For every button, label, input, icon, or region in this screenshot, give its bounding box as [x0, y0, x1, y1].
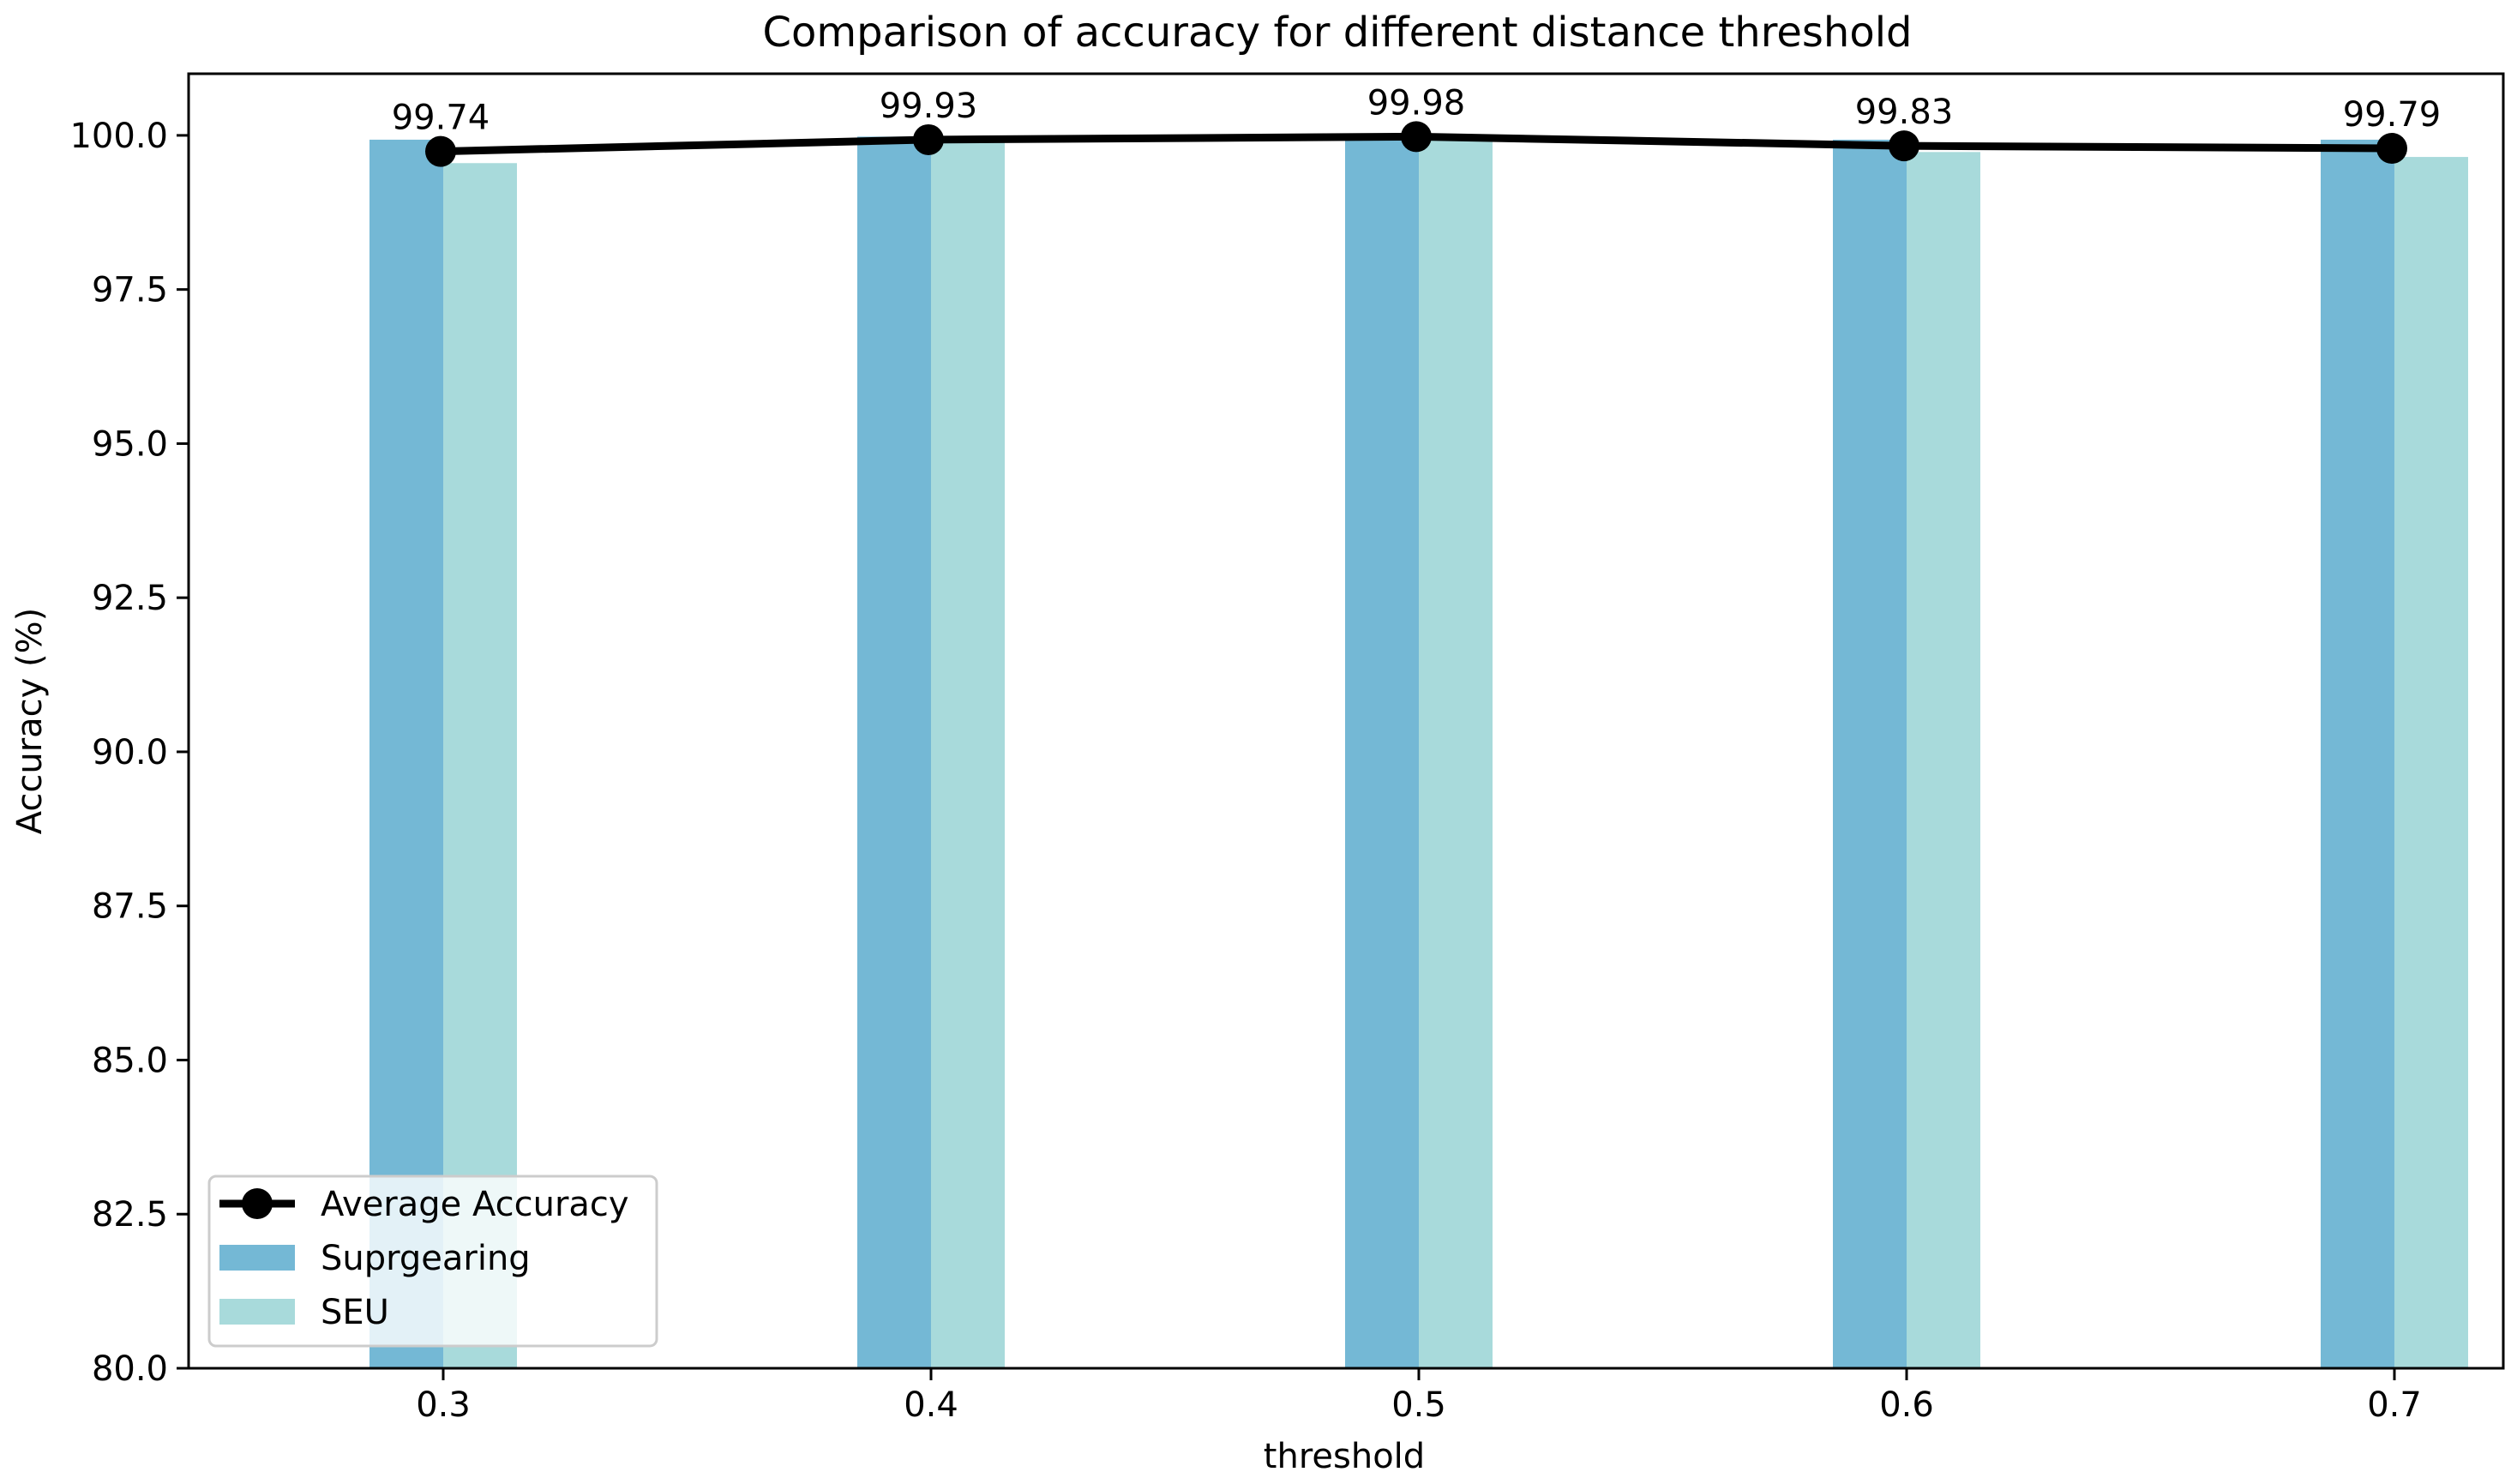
- x-tick-label-0.3: 0.3: [416, 1385, 471, 1425]
- bar-suprgearing-0.5: [1345, 135, 1419, 1368]
- bar-suprgearing-0.7: [2321, 139, 2394, 1368]
- y-tick-label-85.0: 85.0: [92, 1041, 168, 1080]
- average-accuracy-point-0.3: [425, 135, 456, 167]
- data-label-0.3: 99.74: [392, 99, 490, 138]
- bar-layer: [369, 135, 2468, 1369]
- average-accuracy-point-0.5: [1401, 121, 1432, 153]
- y-tick-label-97.5: 97.5: [92, 271, 168, 310]
- chart-title: Comparison of accuracy for different dis…: [762, 9, 1912, 57]
- bar-suprgearing-0.4: [857, 136, 931, 1368]
- data-label-0.4: 99.93: [880, 87, 978, 126]
- legend-label-suprgearing: Suprgearing: [321, 1239, 531, 1278]
- legend-marker-swatch: [242, 1188, 273, 1219]
- x-tick-label-0.7: 0.7: [2367, 1385, 2422, 1425]
- y-axis: 80.0 82.5 85.0 87.5 90.0 92.5 95.0 97.5 100.0: [69, 117, 189, 1389]
- legend-swatch-seu: [219, 1299, 295, 1325]
- legend-swatch-suprgearing: [219, 1245, 295, 1271]
- data-label-0.6: 99.83: [1855, 93, 1954, 132]
- average-accuracy-point-0.7: [2376, 133, 2407, 165]
- point-label-layer: 99.74 99.93 99.98 99.83 99.79: [392, 83, 2442, 137]
- average-line-layer: [425, 121, 2407, 167]
- y-tick-label-87.5: 87.5: [92, 887, 168, 927]
- y-axis-label: Accuracy (%): [10, 608, 50, 835]
- plot-frame: [187, 72, 2505, 1370]
- bar-seu-0.3: [443, 163, 517, 1368]
- y-tick-label-92.5: 92.5: [92, 579, 168, 618]
- average-accuracy-point-0.4: [913, 123, 944, 155]
- average-accuracy-point-0.6: [1889, 130, 1919, 162]
- legend-box: [207, 1175, 658, 1348]
- bar-seu-0.4: [931, 142, 1005, 1369]
- y-tick-label-80.0: 80.0: [92, 1349, 168, 1389]
- bar-seu-0.6: [1907, 152, 1980, 1368]
- bar-seu-0.5: [1419, 137, 1493, 1368]
- x-tick-label-0.4: 0.4: [904, 1385, 958, 1425]
- bar-seu-0.7: [2394, 157, 2468, 1369]
- legend: Average Accuracy Suprgearing SEU: [207, 1175, 658, 1348]
- y-tick-label-82.5: 82.5: [92, 1195, 168, 1235]
- y-tick-label-100.0: 100.0: [69, 117, 168, 156]
- legend-label-average: Average Accuracy: [321, 1185, 629, 1224]
- x-axis-label: threshold: [1264, 1437, 1425, 1476]
- x-tick-label-0.6: 0.6: [1879, 1385, 1934, 1425]
- legend-label-seu: SEU: [321, 1293, 389, 1332]
- bar-suprgearing-0.3: [369, 139, 443, 1368]
- data-label-0.7: 99.79: [2343, 95, 2442, 135]
- x-axis: 0.3 0.4 0.5 0.6 0.7: [416, 1368, 2422, 1425]
- bar-suprgearing-0.6: [1833, 139, 1907, 1368]
- data-label-0.5: 99.98: [1367, 83, 1466, 123]
- x-tick-label-0.5: 0.5: [1391, 1385, 1446, 1425]
- y-tick-label-90.0: 90.0: [92, 733, 168, 772]
- y-tick-label-95.0: 95.0: [92, 424, 168, 464]
